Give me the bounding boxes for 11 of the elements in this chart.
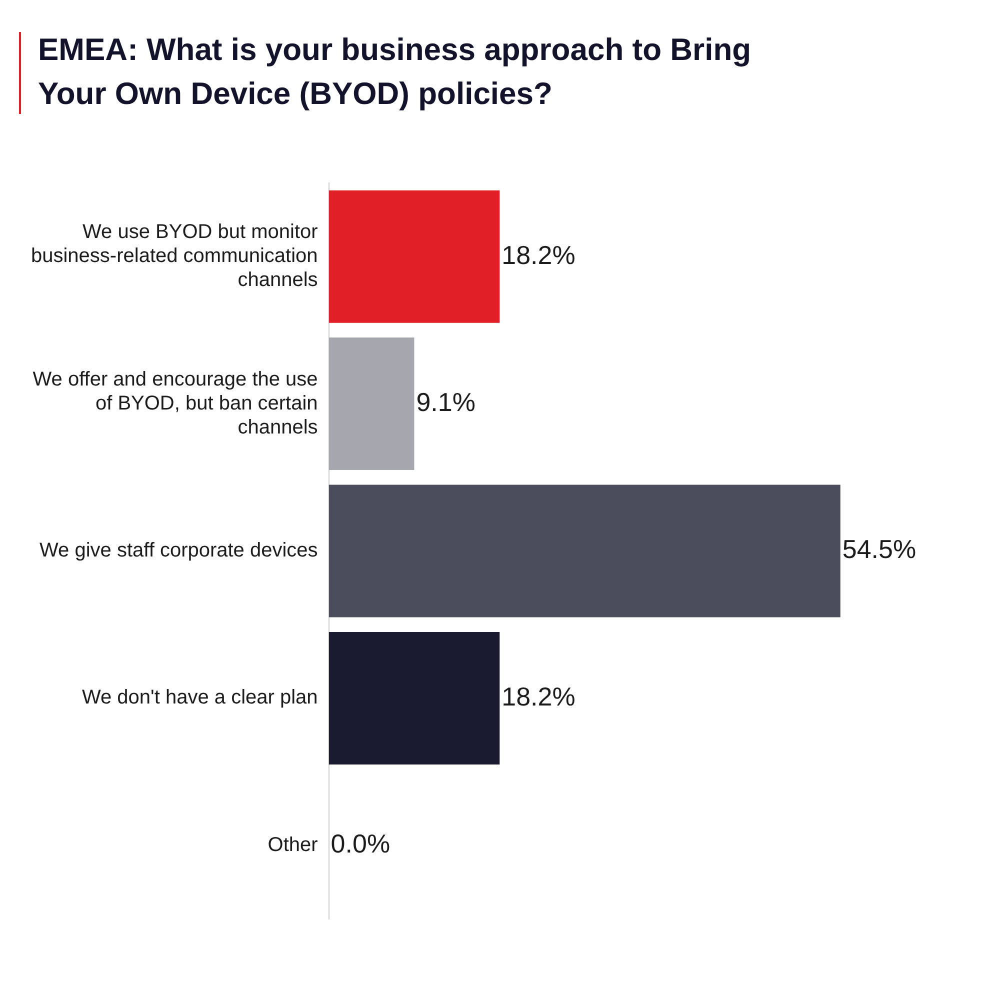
data-label: 18.2%	[502, 681, 576, 712]
chart-title: EMEA: What is your business approach to Bring Your Own Device (BYOD) policies?	[38, 31, 752, 113]
y-tick-label: We give staff corporate devices	[40, 540, 318, 562]
y-tick-label: We use BYOD but monitor business-related communication channels	[30, 221, 318, 292]
y-tick-label: We offer and encourage the use of BYOD, but ban certain channels	[32, 368, 318, 438]
data-label: 54.5%	[842, 534, 916, 564]
data-label: 18.2%	[502, 240, 576, 270]
y-tick-label: We don't have a clear plan	[82, 686, 318, 709]
data-label: 0.0%	[330, 828, 390, 859]
data-label: 9.1%	[416, 386, 476, 417]
y-tick-label: Other	[268, 834, 318, 856]
